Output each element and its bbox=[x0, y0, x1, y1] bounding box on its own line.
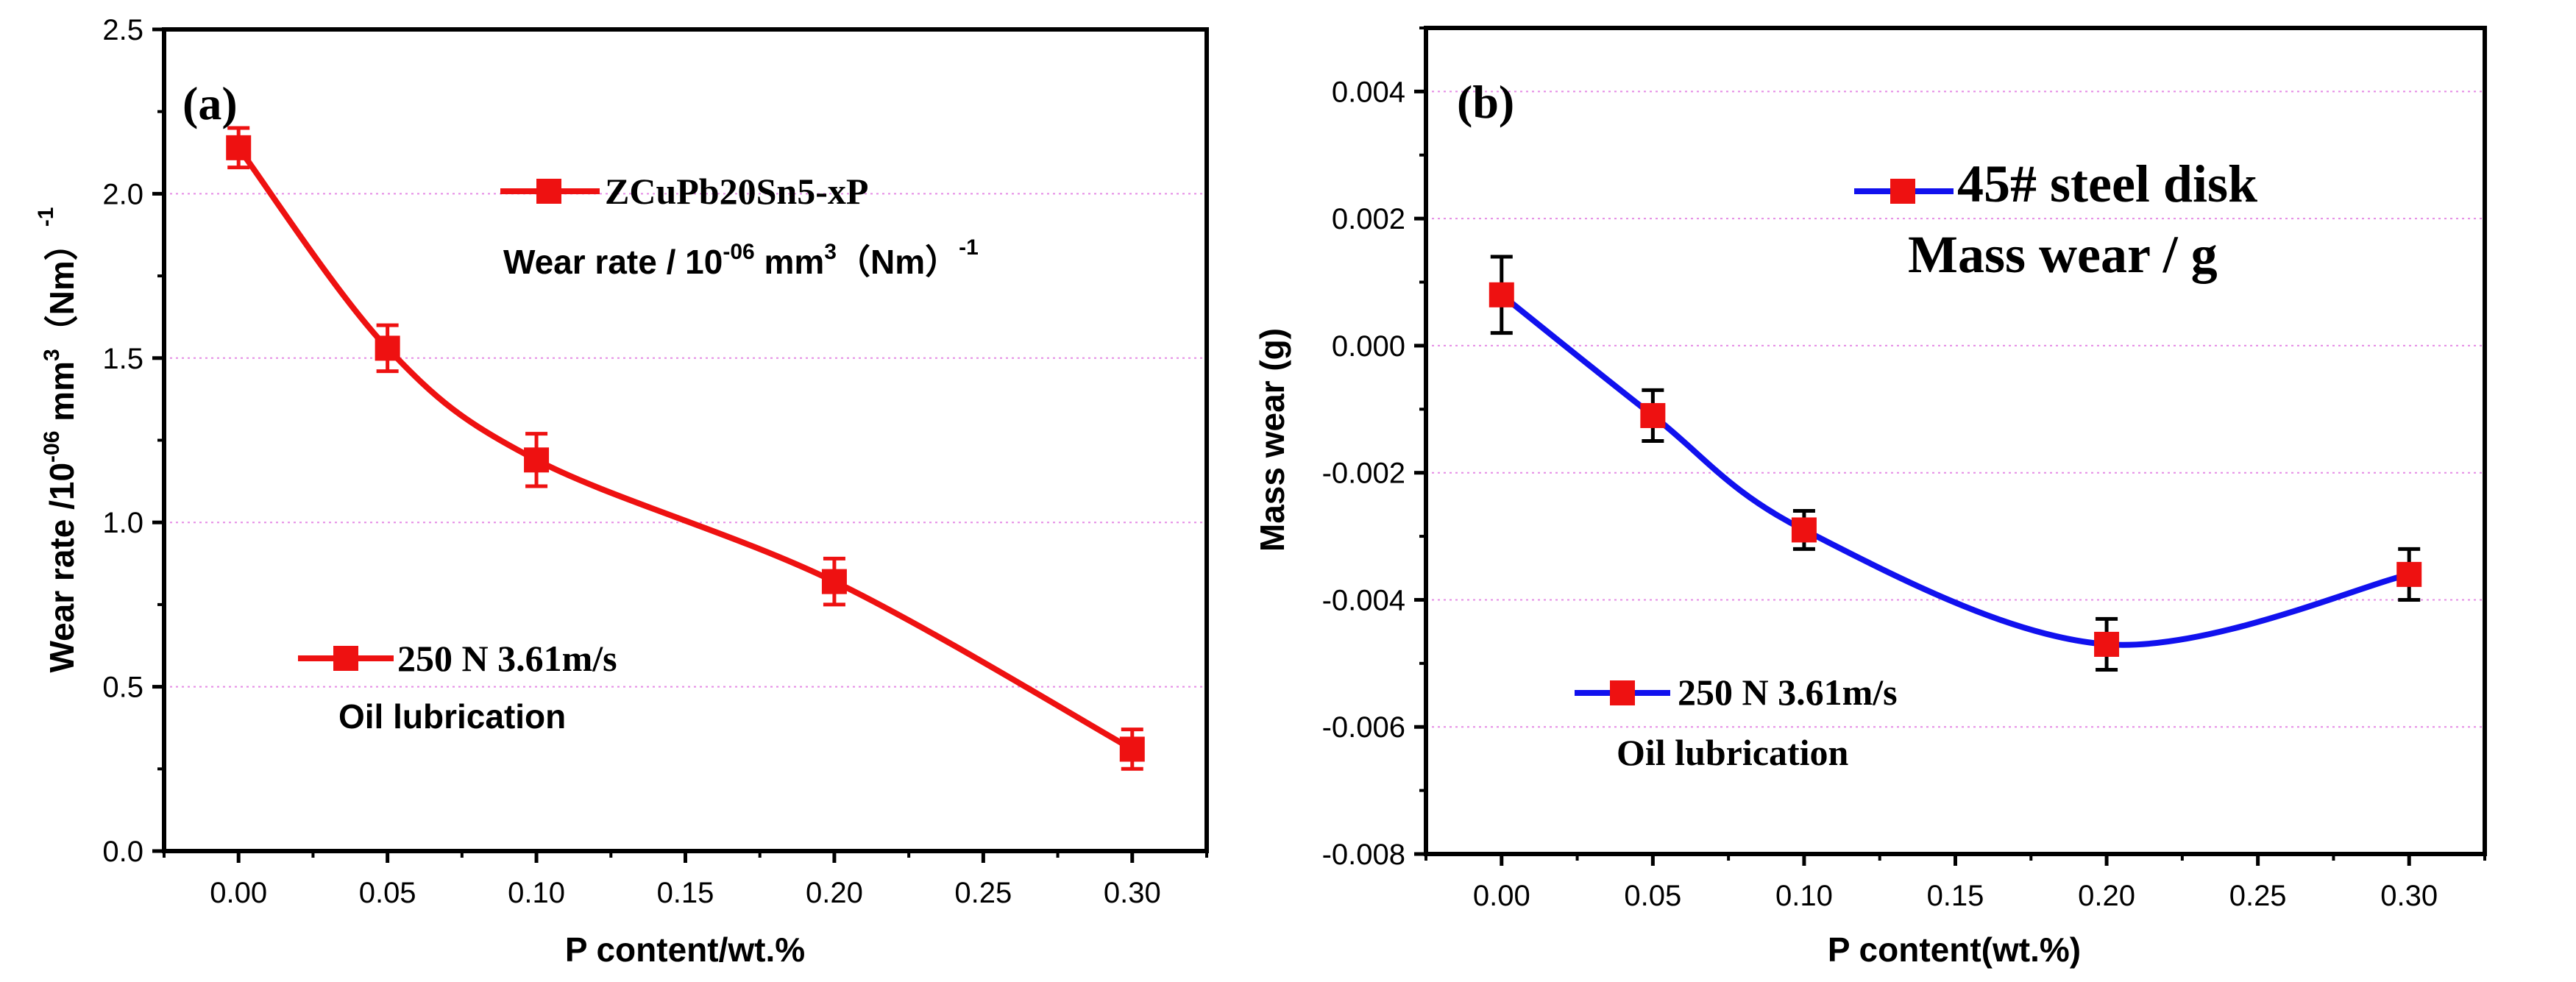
panel-b: 0.00 0.05 0.10 0.15 0.20 0.25 0.30 -0.008-0.00… bbox=[1253, 26, 2487, 969]
a-y-tick-label: 2.5 bbox=[102, 14, 143, 46]
a-y-tick-label: 0.5 bbox=[102, 672, 143, 704]
a-y-tick-label: 1.5 bbox=[102, 343, 143, 375]
panel-a-condition-marker bbox=[333, 646, 358, 671]
a-x-tick-label: 0.15 bbox=[657, 877, 714, 909]
b-data-point bbox=[1640, 402, 1666, 428]
panel-a-legend-marker bbox=[536, 179, 561, 204]
panel-a-x-axis-label: P content/wt.% bbox=[565, 931, 805, 969]
b-data-point bbox=[2094, 631, 2120, 657]
panel-a-y-tick-labels: 0.0 0.5 1.0 1.5 2.0 2.5 bbox=[102, 14, 143, 868]
a-data-point bbox=[226, 135, 252, 160]
panel-b-y-axis-label: Mass wear (g) bbox=[1253, 328, 1291, 552]
b-x-tick-label: 0.30 bbox=[2380, 880, 2438, 912]
b-data-point bbox=[1791, 517, 1817, 543]
panel-a-legend: ZCuPb20Sn5-xP bbox=[500, 171, 868, 212]
panel-a-measure-annotation: Wear rate / 10-06 mm3（Nm）-1 bbox=[503, 235, 979, 281]
a-y-tick-label: 0.0 bbox=[102, 836, 143, 868]
b-y-tick-label: -0.008 bbox=[1322, 839, 1405, 871]
a-data-point bbox=[821, 569, 847, 594]
panel-a-y-axis-label: Wear rate /10-06 mm3（Nm）-1 bbox=[34, 207, 81, 673]
b-x-tick-label: 0.00 bbox=[1473, 880, 1530, 912]
panel-a-legend-label: ZCuPb20Sn5-xP bbox=[605, 171, 868, 212]
panel-b-x-axis-label: P content(wt.%) bbox=[1828, 931, 2081, 969]
panel-b-y-tick-labels: -0.008 -0.006 -0.004 -0.002 0.000 0.002 0.004 bbox=[1322, 76, 1405, 871]
b-series-line bbox=[1498, 291, 2413, 648]
panel-b-label: (b) bbox=[1457, 76, 1514, 128]
panel-a-label: (a) bbox=[182, 77, 238, 129]
b-y-tick-label: 0.004 bbox=[1332, 76, 1405, 108]
a-y-tick-label: 1.0 bbox=[102, 507, 143, 539]
b-x-tick-label: 0.15 bbox=[1927, 880, 1984, 912]
panel-a-ticks bbox=[152, 27, 1208, 863]
b-data-point bbox=[2396, 561, 2422, 587]
b-y-tick-label: 0.000 bbox=[1332, 330, 1405, 363]
a-x-tick-label: 0.20 bbox=[806, 877, 863, 909]
b-data-point bbox=[1489, 282, 1514, 307]
panel-a-condition-legend: 250 N 3.61m/s Oil lubrication bbox=[298, 638, 617, 736]
panel-b-condition-marker bbox=[1610, 680, 1635, 705]
a-data-point bbox=[375, 335, 400, 361]
a-data-point bbox=[1119, 736, 1145, 762]
panel-a-condition-text: 250 N 3.61m/s bbox=[397, 638, 617, 679]
panel-b-ticks bbox=[1414, 26, 2486, 866]
panel-a-plot-frame bbox=[162, 27, 1209, 853]
panel-b-condition-legend: 250 N 3.61m/s Oil lubrication bbox=[1575, 672, 1898, 773]
panel-b-legend: 45# steel disk bbox=[1854, 154, 2257, 213]
a-x-tick-label: 0.05 bbox=[359, 877, 416, 909]
panel-b-x-tick-labels: 0.00 0.05 0.10 0.15 0.20 0.25 0.30 bbox=[1473, 880, 2438, 912]
b-x-tick-label: 0.20 bbox=[2078, 880, 2135, 912]
panel-b-legend-label: 45# steel disk bbox=[1957, 154, 2257, 213]
panel-a-gridlines bbox=[164, 29, 1207, 852]
b-x-tick-label: 0.10 bbox=[1775, 880, 1833, 912]
b-x-tick-label: 0.25 bbox=[2229, 880, 2287, 912]
a-x-tick-label: 0.10 bbox=[508, 877, 565, 909]
panel-a-x-tick-labels: 0.00 0.05 0.10 0.15 0.20 0.25 0.30 bbox=[210, 877, 1160, 909]
panel-b-measure-annotation: Mass wear / g bbox=[1908, 225, 2218, 284]
a-y-tick-label: 2.0 bbox=[102, 178, 143, 210]
panel-b-series bbox=[1489, 255, 2422, 672]
panel-a: 0.00 0.05 0.10 0.15 0.20 0.25 0.30 0.0 0.5 1.0 1.… bbox=[34, 14, 1209, 969]
a-series-line bbox=[235, 144, 1135, 752]
b-y-tick-label: -0.002 bbox=[1322, 458, 1405, 490]
panel-b-plot-frame bbox=[1424, 26, 2487, 856]
b-y-tick-label: 0.002 bbox=[1332, 203, 1405, 235]
b-y-tick-label: -0.006 bbox=[1322, 711, 1405, 744]
a-data-point bbox=[524, 447, 550, 473]
b-y-tick-label: -0.004 bbox=[1322, 584, 1405, 616]
a-x-tick-label: 0.25 bbox=[954, 877, 1012, 909]
panel-a-series bbox=[226, 126, 1145, 771]
a-x-tick-label: 0.00 bbox=[210, 877, 267, 909]
panel-b-lubrication-text: Oil lubrication bbox=[1617, 732, 1849, 773]
a-x-tick-label: 0.30 bbox=[1104, 877, 1161, 909]
panel-b-condition-text: 250 N 3.61m/s bbox=[1678, 672, 1898, 713]
panel-b-legend-marker bbox=[1890, 179, 1915, 204]
panel-a-lubrication-text: Oil lubrication bbox=[338, 697, 566, 736]
panel-b-gridlines bbox=[1426, 90, 2485, 855]
b-x-tick-label: 0.05 bbox=[1624, 880, 1681, 912]
